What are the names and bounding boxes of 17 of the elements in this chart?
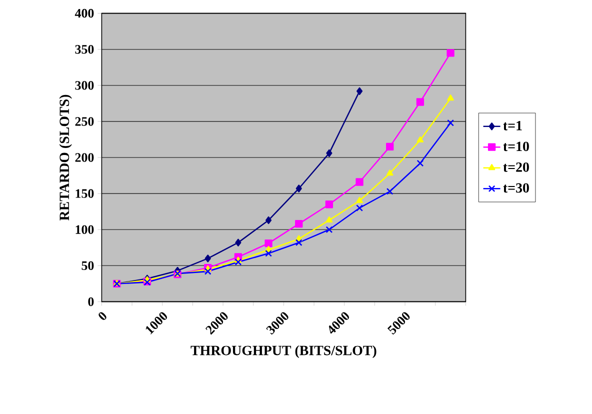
x-tick-label: 0 bbox=[98, 312, 106, 320]
y-tick-label: 200 bbox=[75, 153, 94, 162]
y-tick-label: 0 bbox=[88, 297, 94, 306]
y-tick-label: 250 bbox=[75, 117, 94, 126]
legend-label: t=30 bbox=[503, 183, 529, 193]
y-tick-label: 50 bbox=[82, 261, 94, 270]
x-axis-title: THROUGHPUT (BITS/SLOT) bbox=[190, 345, 376, 358]
y-tick-label: 100 bbox=[76, 225, 94, 234]
y-tick-label: 150 bbox=[76, 189, 94, 198]
y-tick-label: 400 bbox=[74, 8, 94, 18]
y-axis-title: RETARDO (SLOTS) bbox=[59, 94, 72, 220]
y-tick-label: 350 bbox=[75, 44, 94, 54]
y-tick-label: 300 bbox=[75, 81, 94, 90]
legend-label: t=20 bbox=[503, 162, 529, 172]
legend-label: t=10 bbox=[503, 142, 529, 152]
legend-label: t=1 bbox=[503, 121, 522, 130]
x-tick-label: 4000 bbox=[328, 312, 349, 334]
